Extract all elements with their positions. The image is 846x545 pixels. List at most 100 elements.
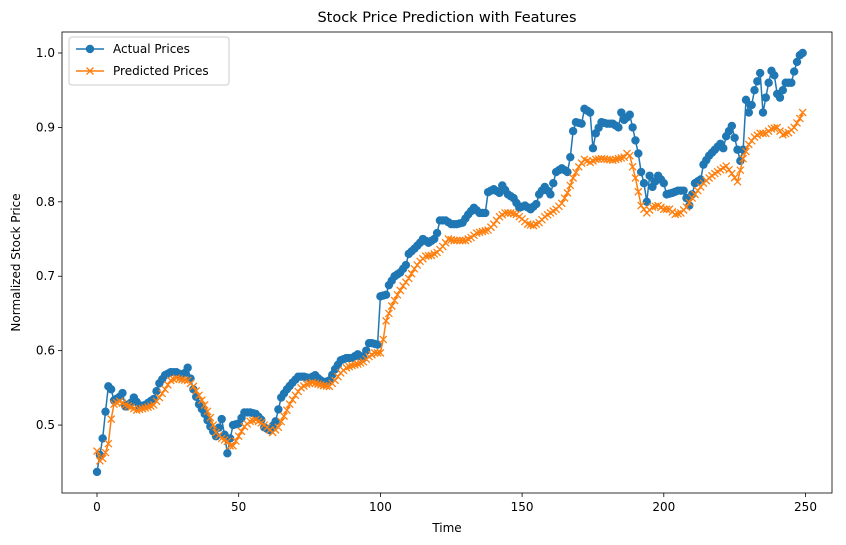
data-point <box>742 147 750 156</box>
data-point <box>588 144 598 153</box>
data-point <box>203 407 212 416</box>
data-point <box>206 413 215 422</box>
data-point <box>381 290 391 300</box>
data-point <box>214 423 224 432</box>
data-point <box>798 108 807 117</box>
data-point <box>282 406 291 415</box>
data-point <box>792 57 802 67</box>
data-point <box>611 155 620 164</box>
legend-item: Actual Prices <box>76 42 190 56</box>
data-point <box>563 188 572 197</box>
data-point <box>274 423 283 432</box>
data-point <box>549 179 558 188</box>
data-point <box>753 77 762 86</box>
data-point <box>679 186 688 195</box>
data-point <box>246 417 254 426</box>
data-point <box>778 85 788 95</box>
data-point <box>141 403 150 412</box>
data-point <box>393 290 402 299</box>
plot-frame <box>61 31 833 494</box>
data-point <box>625 151 634 160</box>
chart-title: Stock Price Prediction with Features <box>317 10 576 26</box>
data-point <box>138 404 147 413</box>
data-point <box>189 382 198 391</box>
legend-label: Predicted Prices <box>113 64 209 78</box>
data-point <box>755 68 765 78</box>
data-point <box>761 93 771 102</box>
data-point <box>674 209 682 218</box>
data-point <box>569 174 578 182</box>
y-tick-label: 1.0 <box>36 46 55 60</box>
data-point <box>662 205 671 214</box>
data-point <box>311 379 320 388</box>
data-point <box>101 448 110 457</box>
y-axis-ticks: 0.5 0.6 0.7 0.8 0.9 1.0 <box>36 46 62 432</box>
data-point <box>237 427 246 436</box>
x-axis-label: Time <box>431 521 461 535</box>
data-point <box>634 187 643 196</box>
data-point <box>152 387 161 396</box>
data-point <box>636 167 646 177</box>
data-point <box>744 108 754 117</box>
data-point <box>481 208 490 218</box>
x-tick-label: 200 <box>652 500 675 514</box>
data-point <box>132 406 141 415</box>
data-point <box>750 85 759 95</box>
data-point <box>135 405 144 414</box>
data-point <box>444 235 453 243</box>
data-point <box>770 124 779 133</box>
data-point <box>161 385 169 394</box>
data-point <box>608 156 617 165</box>
data-point <box>789 67 799 76</box>
data-point <box>200 401 209 409</box>
data-point <box>739 154 748 163</box>
data-point <box>685 198 694 207</box>
data-point <box>560 194 569 203</box>
data-point <box>566 152 575 162</box>
data-point <box>659 179 669 188</box>
data-point <box>387 302 396 310</box>
data-point <box>472 229 481 238</box>
data-point <box>370 348 379 357</box>
data-point <box>314 380 323 389</box>
data-point <box>308 378 317 387</box>
data-point <box>376 348 385 357</box>
data-point <box>628 123 637 132</box>
data-point <box>396 286 405 295</box>
data-point <box>404 274 413 283</box>
data-point <box>509 209 518 218</box>
data-point <box>798 48 807 58</box>
data-point <box>277 417 286 426</box>
data-point <box>577 119 586 128</box>
x-tick-label: 0 <box>93 500 101 514</box>
data-point <box>274 405 283 414</box>
data-point <box>379 335 388 344</box>
data-point <box>305 379 314 388</box>
data-point <box>450 236 459 245</box>
data-point <box>594 155 603 163</box>
data-point <box>217 414 226 424</box>
data-point <box>234 432 243 441</box>
data-point <box>625 110 634 119</box>
data-point <box>322 382 331 390</box>
data-point <box>682 203 691 211</box>
x-tick-label: 100 <box>369 500 392 514</box>
data-point <box>302 380 311 389</box>
data-point <box>532 199 541 209</box>
series-predicted-prices <box>93 108 807 465</box>
data-point <box>180 376 189 384</box>
x-tick-label: 250 <box>794 500 817 514</box>
data-point <box>478 227 487 236</box>
data-point <box>390 296 399 305</box>
data-point <box>787 78 796 87</box>
data-point <box>645 171 654 180</box>
data-point <box>452 236 461 245</box>
data-point <box>628 162 637 171</box>
data-point <box>229 441 237 450</box>
data-point <box>155 393 164 402</box>
y-tick-label: 0.8 <box>36 195 55 209</box>
data-point <box>764 78 773 87</box>
y-tick-label: 0.7 <box>36 269 55 283</box>
data-point <box>501 209 510 217</box>
data-point <box>775 93 785 102</box>
